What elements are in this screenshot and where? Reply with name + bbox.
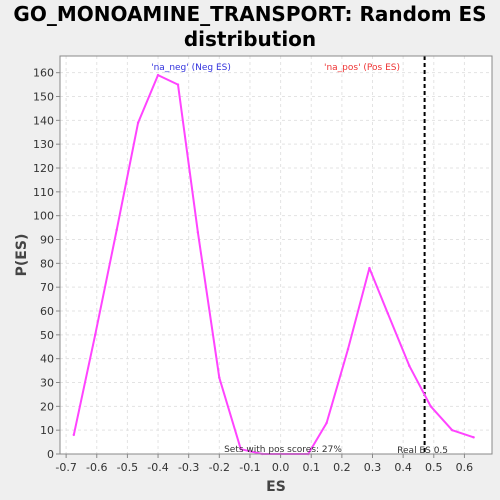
x-tick-label: -0.2: [209, 461, 230, 474]
y-tick-label: 30: [40, 377, 54, 390]
y-tick-label: 80: [40, 257, 54, 270]
y-tick-label: 40: [40, 353, 54, 366]
x-tick-label: -0.7: [55, 461, 76, 474]
y-tick-label: 10: [40, 424, 54, 437]
y-tick-label: 100: [33, 210, 54, 223]
plot-area: [60, 56, 492, 454]
reference-line-group: Real ES 0.5: [397, 56, 448, 456]
y-tick-label: 60: [40, 305, 54, 318]
x-tick-label: -0.4: [147, 461, 168, 474]
x-tick-label: 0.0: [272, 461, 290, 474]
x-tick-label: -0.1: [239, 461, 260, 474]
y-axis-label: P(ES): [14, 234, 30, 277]
y-tick-label: 20: [40, 400, 54, 413]
series-point: [196, 231, 200, 234]
legend-entry: 'na_pos' (Pos ES): [324, 63, 400, 73]
x-axis-ticks: -0.7 -0.6 -0.5 -0.4 -0.3 -0.2 -0.1 0.0 0.1 0.2 0.3…: [55, 454, 473, 474]
series-point: [156, 73, 160, 77]
y-tick-label: 130: [33, 138, 54, 151]
real-es-label: Real ES 0.5: [397, 446, 448, 456]
chart-title: GO_MONOAMINE_TRANSPORT: Random ES distri…: [13, 2, 487, 51]
series-point: [72, 433, 75, 437]
series-point: [450, 428, 454, 432]
x-tick-label: 0.3: [364, 461, 382, 474]
x-tick-label: -0.6: [86, 461, 107, 474]
x-axis-label: ES: [266, 479, 286, 495]
legend: 'na_neg' (Neg ES) 'na_pos' (Pos ES): [151, 63, 400, 73]
y-tick-label: 50: [40, 329, 54, 342]
series-point: [346, 347, 350, 351]
series-point: [386, 312, 390, 315]
x-tick-label: 0.6: [456, 461, 474, 474]
y-axis-ticks: 0 10 20 30 40 50 60 70 80 90 100 110 120 130 140 150 160: [33, 67, 60, 461]
series-point: [218, 376, 221, 379]
series-point: [115, 228, 118, 232]
y-tick-label: 140: [33, 114, 54, 127]
x-tick-label: 0.1: [302, 461, 320, 474]
y-tick-label: 150: [33, 91, 54, 104]
series-point: [176, 83, 180, 86]
x-tick-label: -0.5: [117, 461, 138, 474]
series-point: [136, 121, 140, 124]
y-tick-label: 160: [33, 67, 54, 80]
series-point: [94, 333, 97, 337]
plot-border: [59, 55, 493, 455]
x-tick-label: -0.3: [178, 461, 199, 474]
series-point: [325, 421, 328, 425]
series-point: [429, 405, 432, 408]
y-tick-label: 70: [40, 281, 54, 294]
pos-scores-annotation: Sets with pos scores: 27%: [224, 445, 342, 455]
x-tick-label: 0.2: [333, 461, 351, 474]
legend-entry: 'na_neg' (Neg ES): [151, 63, 231, 73]
grid-lines: [60, 56, 492, 455]
y-tick-label: 90: [40, 234, 54, 247]
y-tick-label: 0: [47, 448, 54, 461]
series-point: [472, 436, 475, 439]
series-point: [408, 364, 411, 368]
x-tick-label: 0.5: [425, 461, 443, 474]
y-tick-label: 110: [33, 186, 54, 199]
series-point: [239, 448, 242, 451]
series-point: [368, 266, 371, 270]
y-tick-label: 120: [33, 162, 54, 175]
x-tick-label: 0.4: [394, 461, 412, 474]
